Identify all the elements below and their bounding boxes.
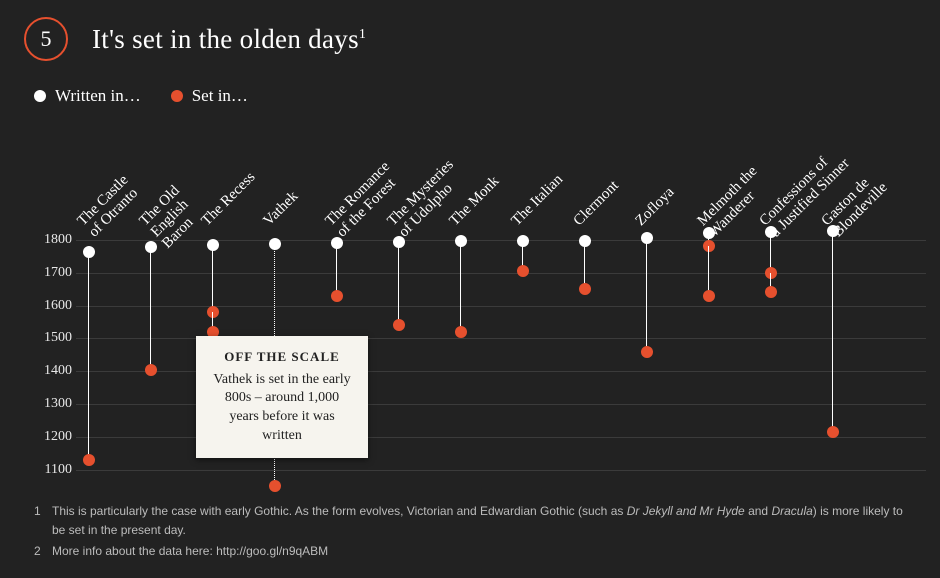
series: Clermont <box>584 118 585 478</box>
book-label: The Monk <box>447 173 504 230</box>
point-written <box>579 235 591 247</box>
title-text: It's set in the olden days <box>92 24 359 54</box>
point-set <box>765 286 777 298</box>
point-written <box>269 238 281 250</box>
series: The Castleof Otranto <box>88 118 89 478</box>
y-axis-label: 1500 <box>36 330 72 346</box>
book-label: Zofloya <box>633 184 679 230</box>
footnote-number: 1 <box>34 502 52 539</box>
header: 5 It's set in the olden days1 <box>24 17 366 61</box>
book-label: The Recess <box>199 169 260 230</box>
point-written <box>641 232 653 244</box>
legend-dot-written <box>34 90 46 102</box>
series-stem <box>460 241 461 332</box>
point-written <box>827 225 839 237</box>
series-stem <box>832 231 833 432</box>
y-axis-label: 1300 <box>36 396 72 412</box>
section-number: 5 <box>41 26 52 52</box>
point-written <box>83 246 95 258</box>
y-axis-label: 1400 <box>36 363 72 379</box>
y-axis-label: 1200 <box>36 429 72 445</box>
y-axis-label: 1700 <box>36 265 72 281</box>
series: Zofloya <box>646 118 647 478</box>
legend-label-written: Written in… <box>55 86 141 106</box>
series-stem <box>88 252 89 460</box>
point-written <box>703 227 715 239</box>
series-stem <box>398 242 399 326</box>
y-axis-label: 1600 <box>36 298 72 314</box>
point-written <box>455 235 467 247</box>
series: Confessions ofa Justified Sinner <box>770 118 771 478</box>
legend-label-set: Set in… <box>192 86 248 106</box>
point-set <box>83 454 95 466</box>
series-stem <box>584 241 585 290</box>
series: The Monk <box>460 118 461 478</box>
gridline <box>76 470 926 471</box>
gridline <box>76 273 926 274</box>
y-axis-label: 1800 <box>36 232 72 248</box>
y-axis-label: 1100 <box>36 462 72 478</box>
title-footnote-marker: 1 <box>359 27 366 42</box>
gridline <box>76 240 926 241</box>
callout-heading: OFF THE SCALE <box>212 348 352 366</box>
footnote: 1This is particularly the case with earl… <box>34 502 916 539</box>
series: The OldEnglishBaron <box>150 118 151 478</box>
point-set <box>145 364 157 376</box>
series: Gaston deBlondeville <box>832 118 833 478</box>
gridline <box>76 306 926 307</box>
legend-dot-set <box>171 90 183 102</box>
point-written <box>331 237 343 249</box>
callout-body: Vathek is set in the early 800s – around… <box>213 372 350 444</box>
point-set <box>579 283 591 295</box>
series-stem <box>646 238 647 352</box>
series-stem <box>212 245 213 312</box>
footnote-number: 2 <box>34 542 52 561</box>
book-label: Clermont <box>571 178 623 230</box>
point-set <box>269 480 281 492</box>
page-title: It's set in the olden days1 <box>92 24 366 55</box>
footnotes: 1This is particularly the case with earl… <box>34 502 916 564</box>
point-set <box>641 346 653 358</box>
point-set <box>393 319 405 331</box>
point-written <box>207 239 219 251</box>
chart-area: 1100 1200 1300 1400 1500 1600 1700 1800 The Cast… <box>18 118 926 478</box>
point-written <box>145 241 157 253</box>
point-written <box>765 226 777 238</box>
point-set <box>703 290 715 302</box>
series: The Mysteriesof Udolpho <box>398 118 399 478</box>
series: The Italian <box>522 118 523 478</box>
point-written <box>393 236 405 248</box>
point-set <box>331 290 343 302</box>
series: Melmoth theWanderer <box>708 118 709 478</box>
section-number-circle: 5 <box>24 17 68 61</box>
footnote: 2More info about the data here: http://g… <box>34 542 916 561</box>
series-stem <box>336 243 337 296</box>
point-set <box>827 426 839 438</box>
callout: OFF THE SCALE Vathek is set in the early … <box>196 336 368 458</box>
footnote-text: More info about the data here: http://go… <box>52 542 328 561</box>
point-set <box>455 326 467 338</box>
point-written <box>517 235 529 247</box>
legend: Written in… Set in… <box>34 86 248 106</box>
point-set <box>517 265 529 277</box>
series-stem <box>708 246 709 295</box>
book-label: Vathek <box>261 188 302 229</box>
series-stem <box>150 247 151 370</box>
footnote-text: This is particularly the case with early… <box>52 502 916 539</box>
book-label: The Italian <box>509 171 567 229</box>
